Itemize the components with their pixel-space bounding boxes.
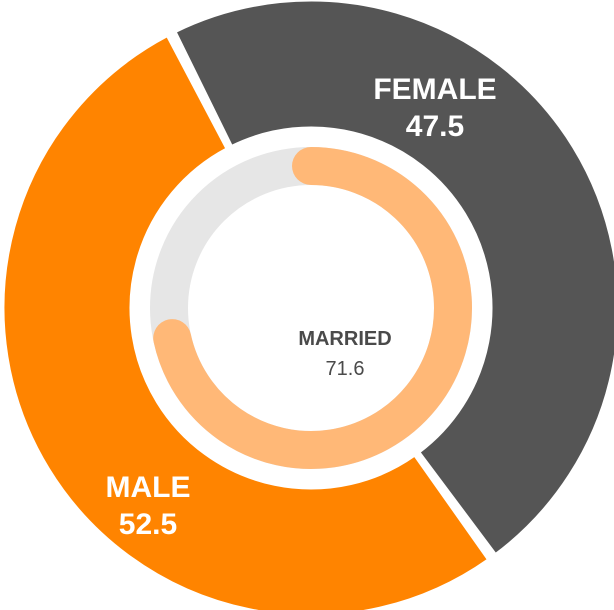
slice-female <box>173 0 614 557</box>
married-arc <box>153 147 472 469</box>
married-label: MARRIED <box>298 328 391 350</box>
female-value: 47.5 <box>406 110 464 143</box>
male-value: 52.5 <box>119 508 177 541</box>
male-label: MALE <box>106 471 191 504</box>
slice-male <box>1 34 491 610</box>
female-label: FEMALE <box>373 73 496 106</box>
married-value: 71.6 <box>326 358 365 380</box>
